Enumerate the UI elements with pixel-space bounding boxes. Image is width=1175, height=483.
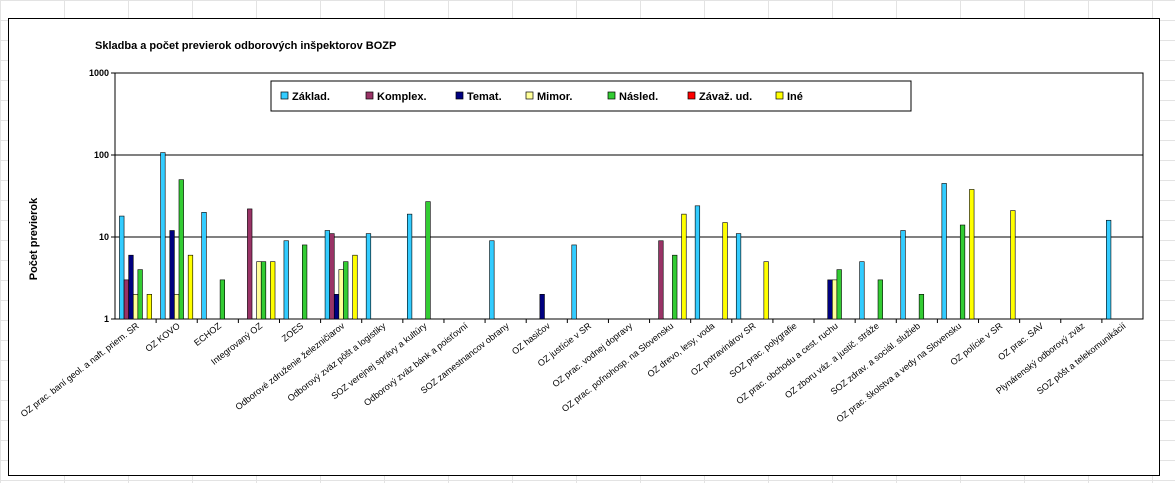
bar: [722, 222, 728, 320]
legend-swatch: [365, 91, 374, 100]
legend-box: [270, 80, 912, 112]
legend-label: Iné: [787, 91, 803, 103]
bar: [941, 183, 947, 320]
bar: [219, 279, 226, 320]
bar: [201, 212, 207, 320]
bar: [160, 152, 166, 320]
bar: [694, 205, 701, 320]
legend-swatch: [775, 91, 784, 100]
legend-label: Závaž. ud.: [699, 91, 752, 103]
bar: [681, 213, 687, 320]
bar: [877, 279, 883, 320]
bar: [831, 279, 838, 320]
y-axis-label: Počet previerok: [28, 197, 40, 280]
bar: [365, 233, 372, 320]
bar: [178, 179, 184, 320]
plot-area: 1 10 100 1000 OZ prac. baní geol. a naft. pr…: [19, 68, 1144, 424]
legend-label: Temat.: [467, 91, 502, 103]
y-tick-label: 100: [94, 150, 109, 160]
x-tick-label: ECHOZ: [192, 320, 223, 348]
bar: [137, 269, 143, 320]
bar: [1010, 210, 1016, 320]
bar: [959, 224, 966, 320]
bar: [735, 233, 742, 320]
bar: [539, 294, 545, 320]
bar: [658, 240, 664, 320]
x-tick-label: OZ prac. baní geol. a naft. priem. SR: [19, 320, 141, 419]
bar: [333, 294, 340, 320]
bar: [283, 240, 289, 320]
y-tick-label: 1: [104, 314, 109, 324]
legend-swatch: [687, 91, 696, 100]
bar: [672, 254, 678, 320]
bar: [827, 279, 833, 320]
bar: [836, 269, 842, 320]
bar-chart: Skladba a počet previerok odborových inš…: [19, 40, 1144, 424]
bar: [187, 254, 194, 320]
bar: [128, 254, 134, 320]
legend-swatch: [525, 91, 534, 100]
bar: [425, 201, 431, 320]
bar: [260, 261, 267, 320]
legend-label: Mimor.: [537, 91, 572, 103]
bar: [489, 240, 495, 320]
y-tick-label: 1000: [89, 68, 109, 78]
bar: [132, 294, 139, 320]
legend-label: Násled.: [619, 91, 658, 103]
bar: [571, 244, 577, 320]
bar: [329, 233, 335, 320]
bar: [256, 261, 262, 320]
bar: [302, 244, 308, 320]
bar: [859, 261, 865, 320]
x-tick-label: OZ KOVO: [143, 321, 181, 354]
bar: [247, 208, 253, 320]
bar: [900, 230, 906, 320]
bar: [352, 254, 358, 320]
legend-swatch: [607, 91, 616, 100]
bar: [174, 294, 180, 320]
chart-title: Skladba a počet previerok odborových inš…: [95, 40, 396, 52]
legend-label: Komplex.: [377, 91, 427, 103]
legend: Základ. Komplex. Temat. Mimor. Násled. Závaž.…: [270, 80, 912, 112]
x-tick-label: OZ prac. vodnej dopravy: [550, 320, 634, 389]
bar: [123, 279, 129, 320]
legend-swatch: [280, 91, 289, 100]
bar: [324, 230, 330, 320]
bar: [1106, 219, 1112, 320]
bar: [146, 294, 152, 320]
bar: [338, 269, 344, 320]
bar: [343, 261, 349, 320]
bar: [406, 213, 413, 320]
bar: [270, 261, 276, 320]
bar: [169, 230, 175, 320]
x-tick-label: ZOES: [280, 321, 305, 344]
x-tick-label: SOZ prac. polygrafie: [728, 321, 799, 380]
y-tick-label: 10: [99, 232, 109, 242]
legend-swatch: [455, 91, 464, 100]
x-tick-label: OZ drevo, lesy, voda: [645, 321, 716, 380]
bar: [918, 294, 925, 320]
bar: [763, 261, 769, 320]
chart-area[interactable]: Skladba a počet previerok odborových inš…: [8, 18, 1160, 476]
legend-label: Základ.: [292, 91, 330, 103]
bar: [119, 215, 125, 320]
x-tick-label: OZ hasičov: [510, 320, 552, 356]
bar: [969, 189, 975, 320]
